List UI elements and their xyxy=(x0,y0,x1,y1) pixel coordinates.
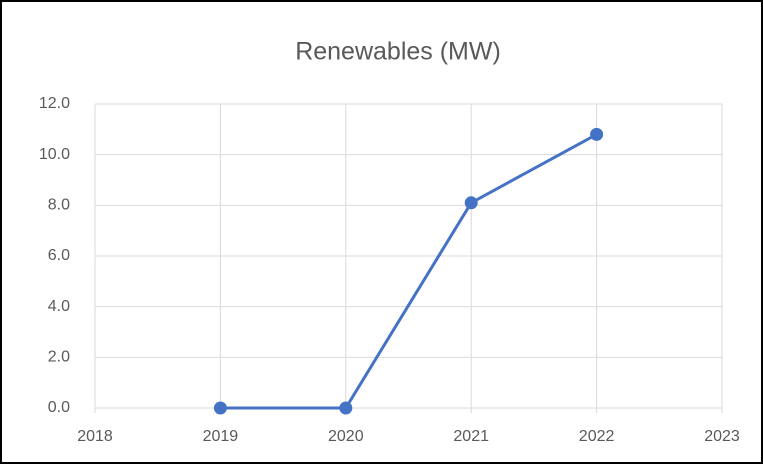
y-tick-label: 12.0 xyxy=(39,95,70,112)
y-tick-label: 8.0 xyxy=(48,197,70,214)
x-tick-label: 2020 xyxy=(328,428,364,445)
y-tick-label: 0.0 xyxy=(48,399,70,416)
x-tick-label: 2021 xyxy=(453,428,489,445)
x-tick-label: 2022 xyxy=(579,428,615,445)
y-tick-label: 2.0 xyxy=(48,349,70,366)
y-tick-label: 4.0 xyxy=(48,298,70,315)
x-tick-label: 2023 xyxy=(704,428,740,445)
x-tick-label: 2018 xyxy=(77,428,113,445)
data-line xyxy=(220,133,598,410)
y-tick-label: 10.0 xyxy=(39,146,70,163)
chart-title: Renewables (MW) xyxy=(295,38,501,66)
x-tick-label: 2019 xyxy=(203,428,239,445)
data-point xyxy=(213,401,227,415)
data-point xyxy=(339,401,353,415)
y-tick-label: 6.0 xyxy=(48,247,70,264)
data-point xyxy=(590,127,604,141)
data-point xyxy=(464,196,478,210)
